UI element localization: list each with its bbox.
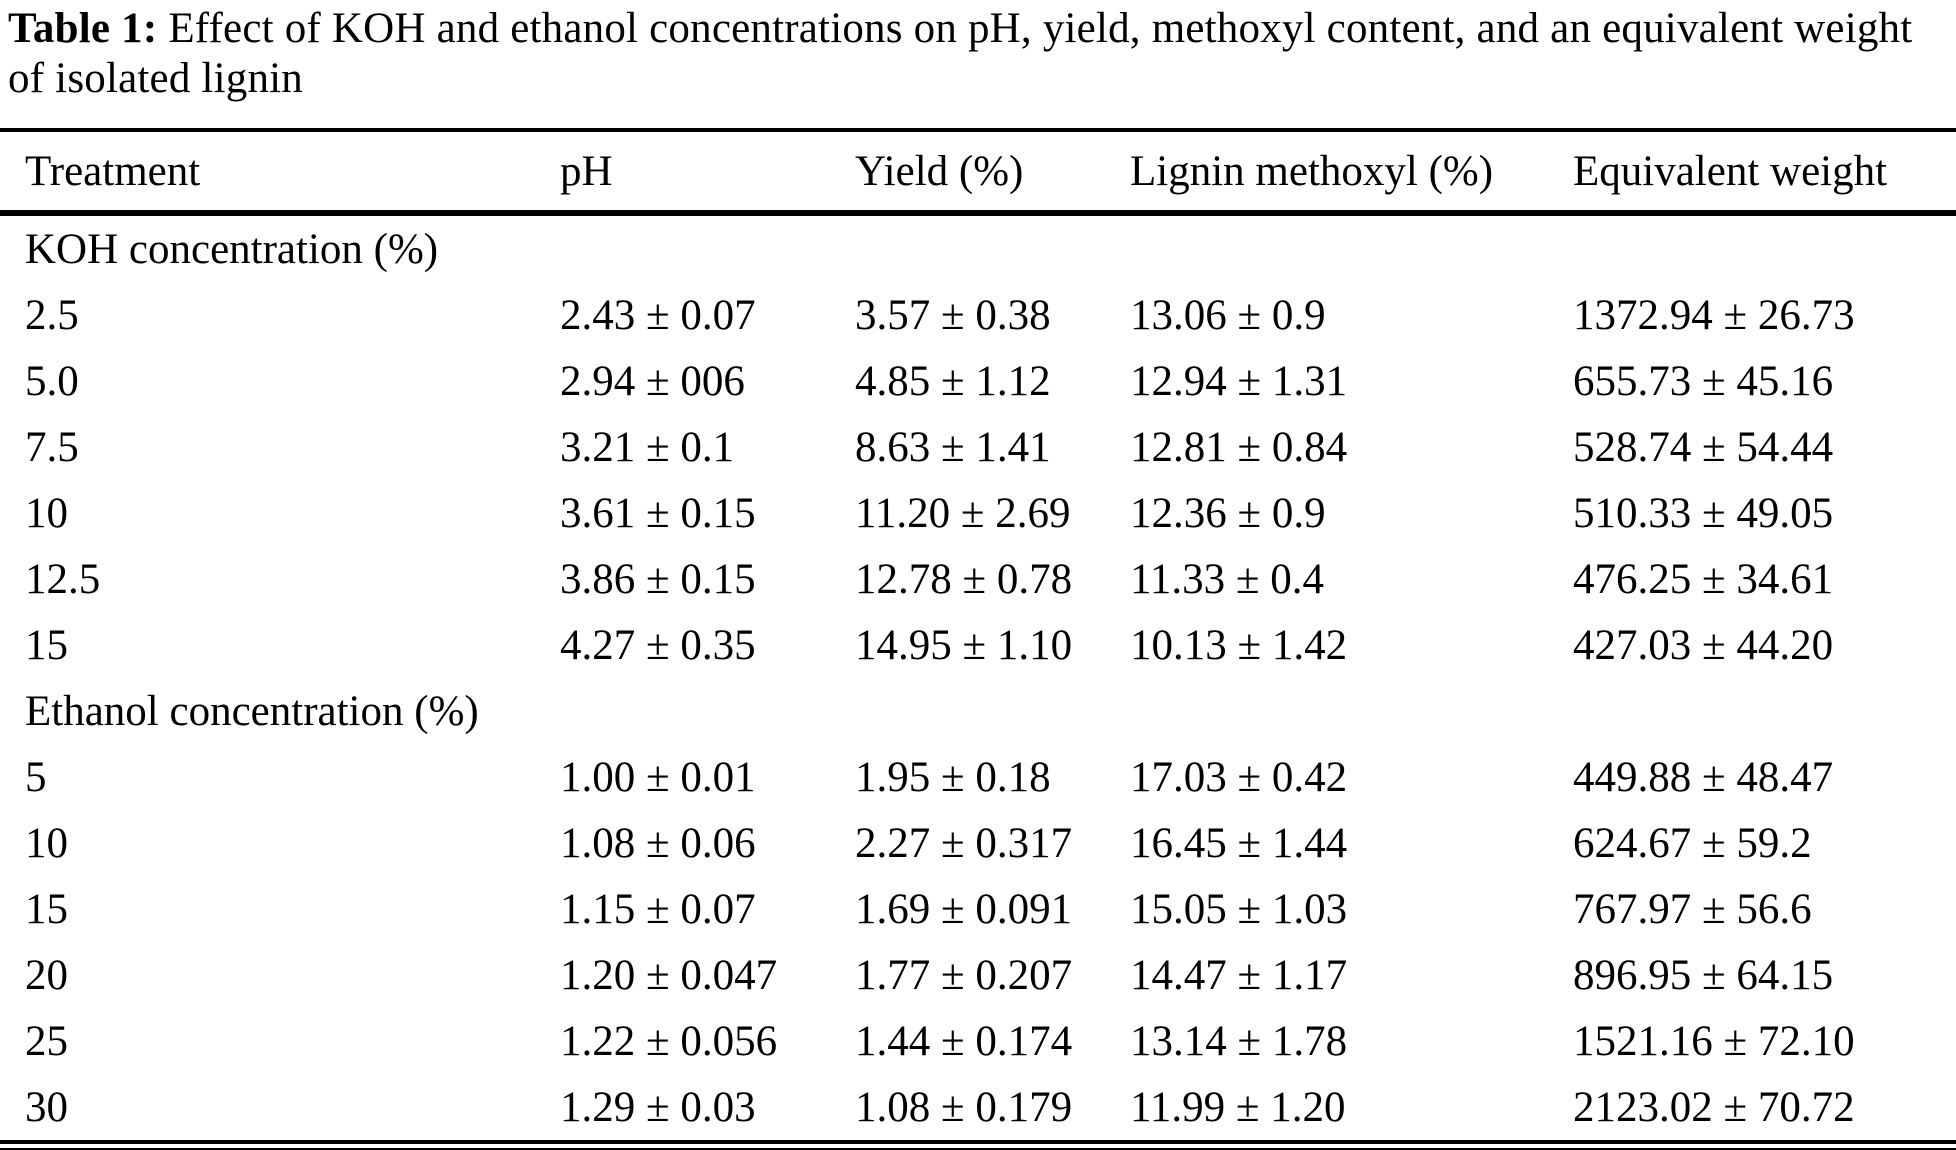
table-cell: 13.06 ± 0.9 xyxy=(1130,291,1326,339)
table-cell: 11.20 ± 2.69 xyxy=(855,489,1071,537)
table-cell: 3.61 ± 0.15 xyxy=(560,489,756,537)
table-cell: 1.69 ± 0.091 xyxy=(855,885,1073,933)
column-header: Equivalent weight xyxy=(1573,130,1956,216)
table-cell: 14.47 ± 1.17 xyxy=(1130,951,1348,999)
table-cell: 11.33 ± 0.4 xyxy=(1130,555,1325,603)
table-cell: 12.81 ± 0.84 xyxy=(1130,423,1348,471)
table-cell: 30 xyxy=(25,1083,68,1131)
table-cell: 10.13 ± 1.42 xyxy=(1130,621,1348,669)
table-cell: 8.63 ± 1.41 xyxy=(855,423,1051,471)
table-cell: 449.88 ± 48.47 xyxy=(1573,753,1834,801)
data-table: Treatment pH Yield (%) Lignin methoxyl (%) E… xyxy=(0,128,1956,1144)
table-row: 5 1.00 ± 0.01 1.95 ± 0.18 17.03 ± 0.42 449.8… xyxy=(0,744,1956,810)
table-cell: 13.14 ± 1.78 xyxy=(1130,1017,1348,1065)
table-row: 10 3.61 ± 0.15 11.20 ± 2.69 12.36 ± 0.9 510.… xyxy=(0,480,1956,546)
table-row: 2.5 2.43 ± 0.07 3.57 ± 0.38 13.06 ± 0.9 1372… xyxy=(0,282,1956,348)
table-row: 20 1.20 ± 0.047 1.77 ± 0.207 14.47 ± 1.17 89… xyxy=(0,942,1956,1008)
table-cell: 12.78 ± 0.78 xyxy=(855,555,1073,603)
table-cell: 1.08 ± 0.06 xyxy=(560,819,756,867)
table-cell: 427.03 ± 44.20 xyxy=(1573,621,1834,669)
table-header-row: Treatment pH Yield (%) Lignin methoxyl (%) E… xyxy=(0,130,1956,216)
table-cell: 20 xyxy=(25,951,68,999)
table-row: 15 1.15 ± 0.07 1.69 ± 0.091 15.05 ± 1.03 767… xyxy=(0,876,1956,942)
table-cell: 1.95 ± 0.18 xyxy=(855,753,1051,801)
table-cell: 1.15 ± 0.07 xyxy=(560,885,756,933)
table-cell: 2.5 xyxy=(25,291,79,339)
table-cell: 16.45 ± 1.44 xyxy=(1130,819,1348,867)
table-cell: 10 xyxy=(25,489,68,537)
table-caption-label: Table 1: xyxy=(8,5,158,52)
table-cell: 767.97 ± 56.6 xyxy=(1573,885,1812,933)
table-cell: 896.95 ± 64.15 xyxy=(1573,951,1834,999)
table-cell: 1372.94 ± 26.73 xyxy=(1573,291,1855,339)
table-cell: 655.73 ± 45.16 xyxy=(1573,357,1834,405)
table-cell: 3.86 ± 0.15 xyxy=(560,555,756,603)
table-row: 5.0 2.94 ± 006 4.85 ± 1.12 12.94 ± 1.31 655.… xyxy=(0,348,1956,414)
table-row: 10 1.08 ± 0.06 2.27 ± 0.317 16.45 ± 1.44 624… xyxy=(0,810,1956,876)
table-cell: 624.67 ± 59.2 xyxy=(1573,819,1812,867)
section-header-row: Ethanol concentration (%) xyxy=(0,678,1956,744)
table-cell: 12.94 ± 1.31 xyxy=(1130,357,1348,405)
table-caption-text: Effect of KOH and ethanol concentrations… xyxy=(8,5,1913,102)
column-header: Treatment xyxy=(0,130,560,216)
table-cell: 2.27 ± 0.317 xyxy=(855,819,1073,867)
table-cell: 12.36 ± 0.9 xyxy=(1130,489,1326,537)
table-cell: 10 xyxy=(25,819,68,867)
table-cell: 17.03 ± 0.42 xyxy=(1130,753,1348,801)
table-cell: 1.44 ± 0.174 xyxy=(855,1017,1073,1065)
table-cell: 476.25 ± 34.61 xyxy=(1573,555,1834,603)
table-row: 30 1.29 ± 0.03 1.08 ± 0.179 11.99 ± 1.20 212… xyxy=(0,1074,1956,1142)
table-cell: 1.00 ± 0.01 xyxy=(560,753,756,801)
table-cell: 15.05 ± 1.03 xyxy=(1130,885,1348,933)
table-container: Treatment pH Yield (%) Lignin methoxyl (%) E… xyxy=(0,128,1956,1150)
table-cell: 1.08 ± 0.179 xyxy=(855,1083,1073,1131)
table-cell: 11.99 ± 1.20 xyxy=(1130,1083,1346,1131)
table-cell: 5.0 xyxy=(25,357,79,405)
column-header: pH xyxy=(560,130,855,216)
table-cell: 3.21 ± 0.1 xyxy=(560,423,735,471)
section-header: KOH concentration (%) xyxy=(25,225,439,273)
table-row: 15 4.27 ± 0.35 14.95 ± 1.10 10.13 ± 1.42 427… xyxy=(0,612,1956,678)
table-row: 7.5 3.21 ± 0.1 8.63 ± 1.41 12.81 ± 0.84 528.… xyxy=(0,414,1956,480)
table-row: 25 1.22 ± 0.056 1.44 ± 0.174 13.14 ± 1.78 15… xyxy=(0,1008,1956,1074)
table-cell: 15 xyxy=(25,885,68,933)
table-cell: 14.95 ± 1.10 xyxy=(855,621,1073,669)
table-cell: 7.5 xyxy=(25,423,79,471)
table-cell: 1.29 ± 0.03 xyxy=(560,1083,756,1131)
table-cell: 4.85 ± 1.12 xyxy=(855,357,1051,405)
table-cell: 1521.16 ± 72.10 xyxy=(1573,1017,1855,1065)
table-cell: 12.5 xyxy=(25,555,101,603)
section-header: Ethanol concentration (%) xyxy=(25,687,479,735)
table-cell: 1.77 ± 0.207 xyxy=(855,951,1073,999)
table-caption: Table 1: Effect of KOH and ethanol conce… xyxy=(0,0,1956,104)
table-cell: 2.94 ± 006 xyxy=(560,357,745,405)
table-cell: 1.20 ± 0.047 xyxy=(560,951,778,999)
table-cell: 2.43 ± 0.07 xyxy=(560,291,756,339)
table-cell: 25 xyxy=(25,1017,68,1065)
table-cell: 5 xyxy=(25,753,47,801)
section-header-row: KOH concentration (%) xyxy=(0,213,1956,282)
table-row: 12.5 3.86 ± 0.15 12.78 ± 0.78 11.33 ± 0.4 47… xyxy=(0,546,1956,612)
table-cell: 3.57 ± 0.38 xyxy=(855,291,1051,339)
column-header: Yield (%) xyxy=(855,130,1130,216)
table-cell: 510.33 ± 49.05 xyxy=(1573,489,1834,537)
table-cell: 4.27 ± 0.35 xyxy=(560,621,756,669)
table-cell: 2123.02 ± 70.72 xyxy=(1573,1083,1855,1131)
table-cell: 528.74 ± 54.44 xyxy=(1573,423,1834,471)
table-cell: 1.22 ± 0.056 xyxy=(560,1017,778,1065)
column-header: Lignin methoxyl (%) xyxy=(1130,130,1573,216)
table-cell: 15 xyxy=(25,621,68,669)
